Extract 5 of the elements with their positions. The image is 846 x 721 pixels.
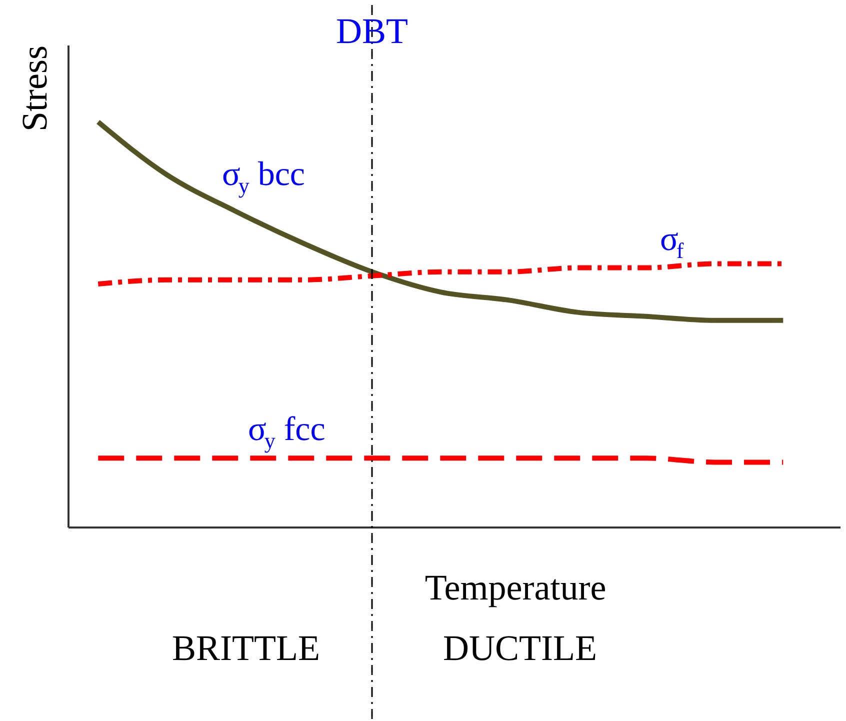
y-axis-title: Stress — [14, 46, 54, 132]
x-axis-title: Temperature — [424, 568, 606, 608]
text: DUCTILE — [443, 628, 597, 668]
text: BRITTLE — [172, 628, 320, 668]
text: DBT — [336, 11, 408, 51]
